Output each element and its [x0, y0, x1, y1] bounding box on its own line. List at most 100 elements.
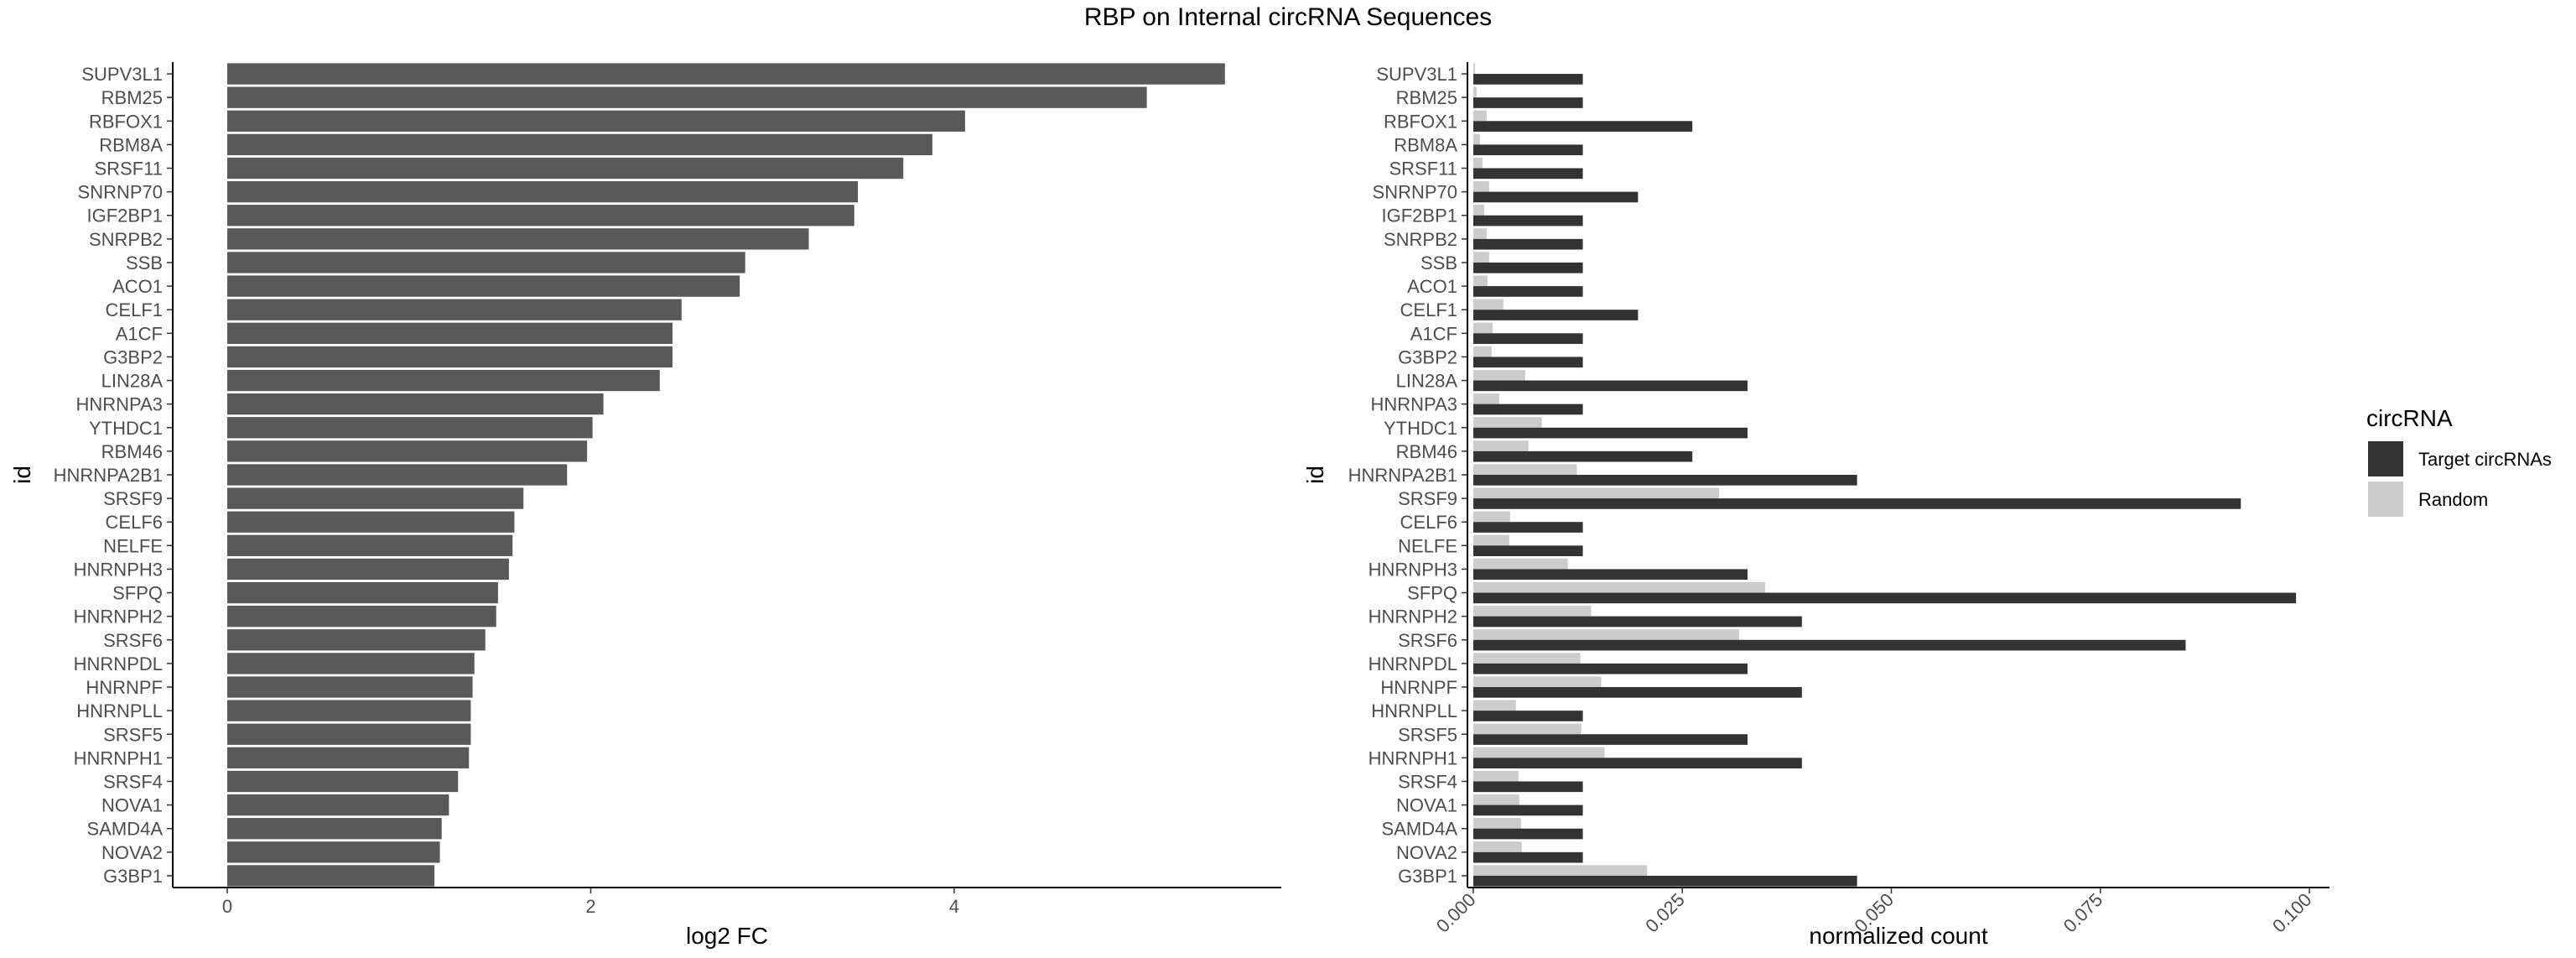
- right-bar-random-rbm46: [1472, 440, 1529, 451]
- right-bar-target-hnrnpa2b1: [1472, 475, 1857, 486]
- left-y-tick-label-ythdc1: YTHDC1: [89, 418, 163, 439]
- left-bar-nova2: [227, 841, 440, 863]
- legend-swatch-target-circrnas: [2368, 441, 2403, 476]
- left-x-axis-title: log2 FC: [686, 923, 768, 949]
- left-y-tick-label-hnrnpll: HNRNPLL: [76, 700, 163, 721]
- right-bar-target-hnrnph2: [1472, 616, 1802, 627]
- left-bar-ythdc1: [227, 417, 593, 439]
- left-y-tick-label-rbm46: RBM46: [101, 441, 163, 462]
- right-bar-random-rbm25: [1472, 86, 1477, 98]
- right-bar-random-snrnp70: [1472, 180, 1489, 192]
- right-bar-target-srsf9: [1472, 498, 2241, 509]
- right-bar-target-snrnp70: [1472, 191, 1639, 203]
- right-y-axis-title: id: [1302, 466, 1328, 484]
- right-bar-random-nova2: [1472, 841, 1522, 852]
- left-y-tick-label-a1cf: A1CF: [116, 323, 163, 344]
- right-bar-random-hnrnpdl: [1472, 653, 1581, 664]
- right-bar-target-ssb: [1472, 262, 1583, 273]
- left-bar-hnrnpll: [227, 700, 471, 721]
- right-bar-random-ythdc1: [1472, 417, 1542, 428]
- left-x-tick-label-4: 4: [949, 896, 959, 917]
- right-bar-target-srsf4: [1472, 781, 1583, 793]
- right-bar-random-celf1: [1472, 299, 1504, 310]
- left-bar-nelfe: [227, 534, 513, 556]
- left-bar-hnrnph1: [227, 747, 470, 769]
- right-bar-target-nova1: [1472, 804, 1583, 816]
- right-bar-random-lin28a: [1472, 369, 1525, 381]
- left-bar-srsf6: [227, 629, 486, 651]
- right-y-tick-label-rbm25: RBM25: [1396, 87, 1457, 108]
- left-y-tick-label-snrnp70: SNRNP70: [78, 182, 163, 203]
- left-bar-a1cf: [227, 322, 673, 344]
- right-bar-random-hnrnpa3: [1472, 393, 1499, 404]
- right-y-tick-label-ythdc1: YTHDC1: [1384, 418, 1457, 439]
- right-bar-target-celf6: [1472, 522, 1583, 533]
- left-bar-hnrnpf: [227, 676, 473, 698]
- left-bar-rbm46: [227, 440, 588, 462]
- right-y-tick-label-hnrnpf: HNRNPF: [1380, 677, 1457, 698]
- left-y-tick-label-sfpq: SFPQ: [112, 583, 163, 604]
- right-y-tick-label-rbm46: RBM46: [1396, 441, 1457, 462]
- right-y-tick-label-rbm8a: RBM8A: [1394, 134, 1457, 155]
- right-bar-target-hnrnpf: [1472, 687, 1802, 698]
- left-bar-hnrnpa2b1: [227, 464, 568, 486]
- left-y-tick-label-hnrnpa3: HNRNPA3: [75, 394, 163, 415]
- right-bar-random-hnrnph2: [1472, 606, 1592, 617]
- left-y-tick-label-g3bp2: G3BP2: [103, 346, 163, 367]
- left-bar-hnrnph3: [227, 558, 509, 581]
- left-y-tick-label-hnrnpdl: HNRNPDL: [74, 653, 163, 674]
- right-bar-random-srsf11: [1472, 157, 1483, 169]
- left-bar-g3bp2: [227, 346, 673, 368]
- left-y-tick-label-hnrnph2: HNRNPH2: [74, 607, 163, 627]
- right-bar-target-rbfox1: [1472, 121, 1693, 132]
- right-bar-target-hnrnpll: [1472, 711, 1583, 721]
- left-y-tick-label-rbm8a: RBM8A: [99, 134, 163, 155]
- right-x-tick-label-0-075: 0.075: [2059, 889, 2107, 937]
- left-y-tick-label-ssb: SSB: [126, 253, 163, 273]
- right-y-tick-label-hnrnph3: HNRNPH3: [1368, 559, 1457, 580]
- legend-label-random: Random: [2418, 489, 2488, 510]
- right-y-tick-label-aco1: ACO1: [1407, 276, 1457, 297]
- right-y-tick-label-g3bp2: G3BP2: [1398, 346, 1457, 367]
- right-y-tick-label-celf1: CELF1: [1400, 299, 1457, 320]
- right-bar-random-samd4a: [1472, 818, 1521, 829]
- left-bar-igf2bp1: [227, 205, 854, 226]
- left-bar-srsf5: [227, 723, 471, 745]
- right-x-tick-label-0-025: 0.025: [1641, 889, 1689, 937]
- right-bar-random-hnrnpf: [1472, 676, 1602, 688]
- right-bar-target-celf1: [1472, 310, 1639, 320]
- legend-swatch-random: [2368, 482, 2403, 517]
- right-bar-target-aco1: [1472, 286, 1583, 297]
- right-bar-random-igf2bp1: [1472, 205, 1484, 216]
- left-y-tick-label-aco1: ACO1: [112, 276, 163, 297]
- chart-title: RBP on Internal circRNA Sequences: [1083, 3, 1493, 31]
- right-y-tick-label-ssb: SSB: [1420, 253, 1457, 273]
- right-bar-random-g3bp2: [1472, 346, 1492, 357]
- left-y-tick-label-hnrnph3: HNRNPH3: [74, 559, 163, 580]
- left-x-tick-label-2: 2: [585, 896, 595, 917]
- right-y-tick-label-srsf4: SRSF4: [1398, 771, 1457, 792]
- right-bar-target-sfpq: [1472, 592, 2297, 604]
- right-x-tick-label-0-100: 0.100: [2268, 889, 2316, 937]
- right-y-tick-label-celf6: CELF6: [1400, 512, 1457, 533]
- right-bar-random-hnrnph3: [1472, 558, 1568, 570]
- left-bar-rbm25: [227, 86, 1147, 108]
- right-bar-target-hnrnpdl: [1472, 663, 1748, 674]
- right-bar-random-nova1: [1472, 794, 1519, 805]
- left-bar-srsf11: [227, 157, 904, 180]
- left-y-tick-label-nelfe: NELFE: [103, 535, 163, 556]
- right-y-tick-label-srsf6: SRSF6: [1398, 630, 1457, 651]
- left-bar-snrpb2: [227, 228, 809, 250]
- left-y-tick-label-snrpb2: SNRPB2: [89, 229, 163, 250]
- right-bar-random-rbm8a: [1472, 133, 1480, 145]
- left-bar-hnrnpdl: [227, 653, 475, 674]
- right-y-tick-label-nelfe: NELFE: [1398, 535, 1457, 556]
- left-bar-rbm8a: [227, 133, 932, 156]
- right-bar-target-hnrnph3: [1472, 569, 1748, 581]
- right-bar-random-srsf5: [1472, 723, 1581, 735]
- left-bar-celf6: [227, 511, 515, 533]
- right-y-tick-label-hnrnpa3: HNRNPA3: [1370, 394, 1457, 415]
- left-y-tick-label-igf2bp1: IGF2BP1: [87, 206, 163, 226]
- left-x-tick-label-0: 0: [222, 896, 232, 917]
